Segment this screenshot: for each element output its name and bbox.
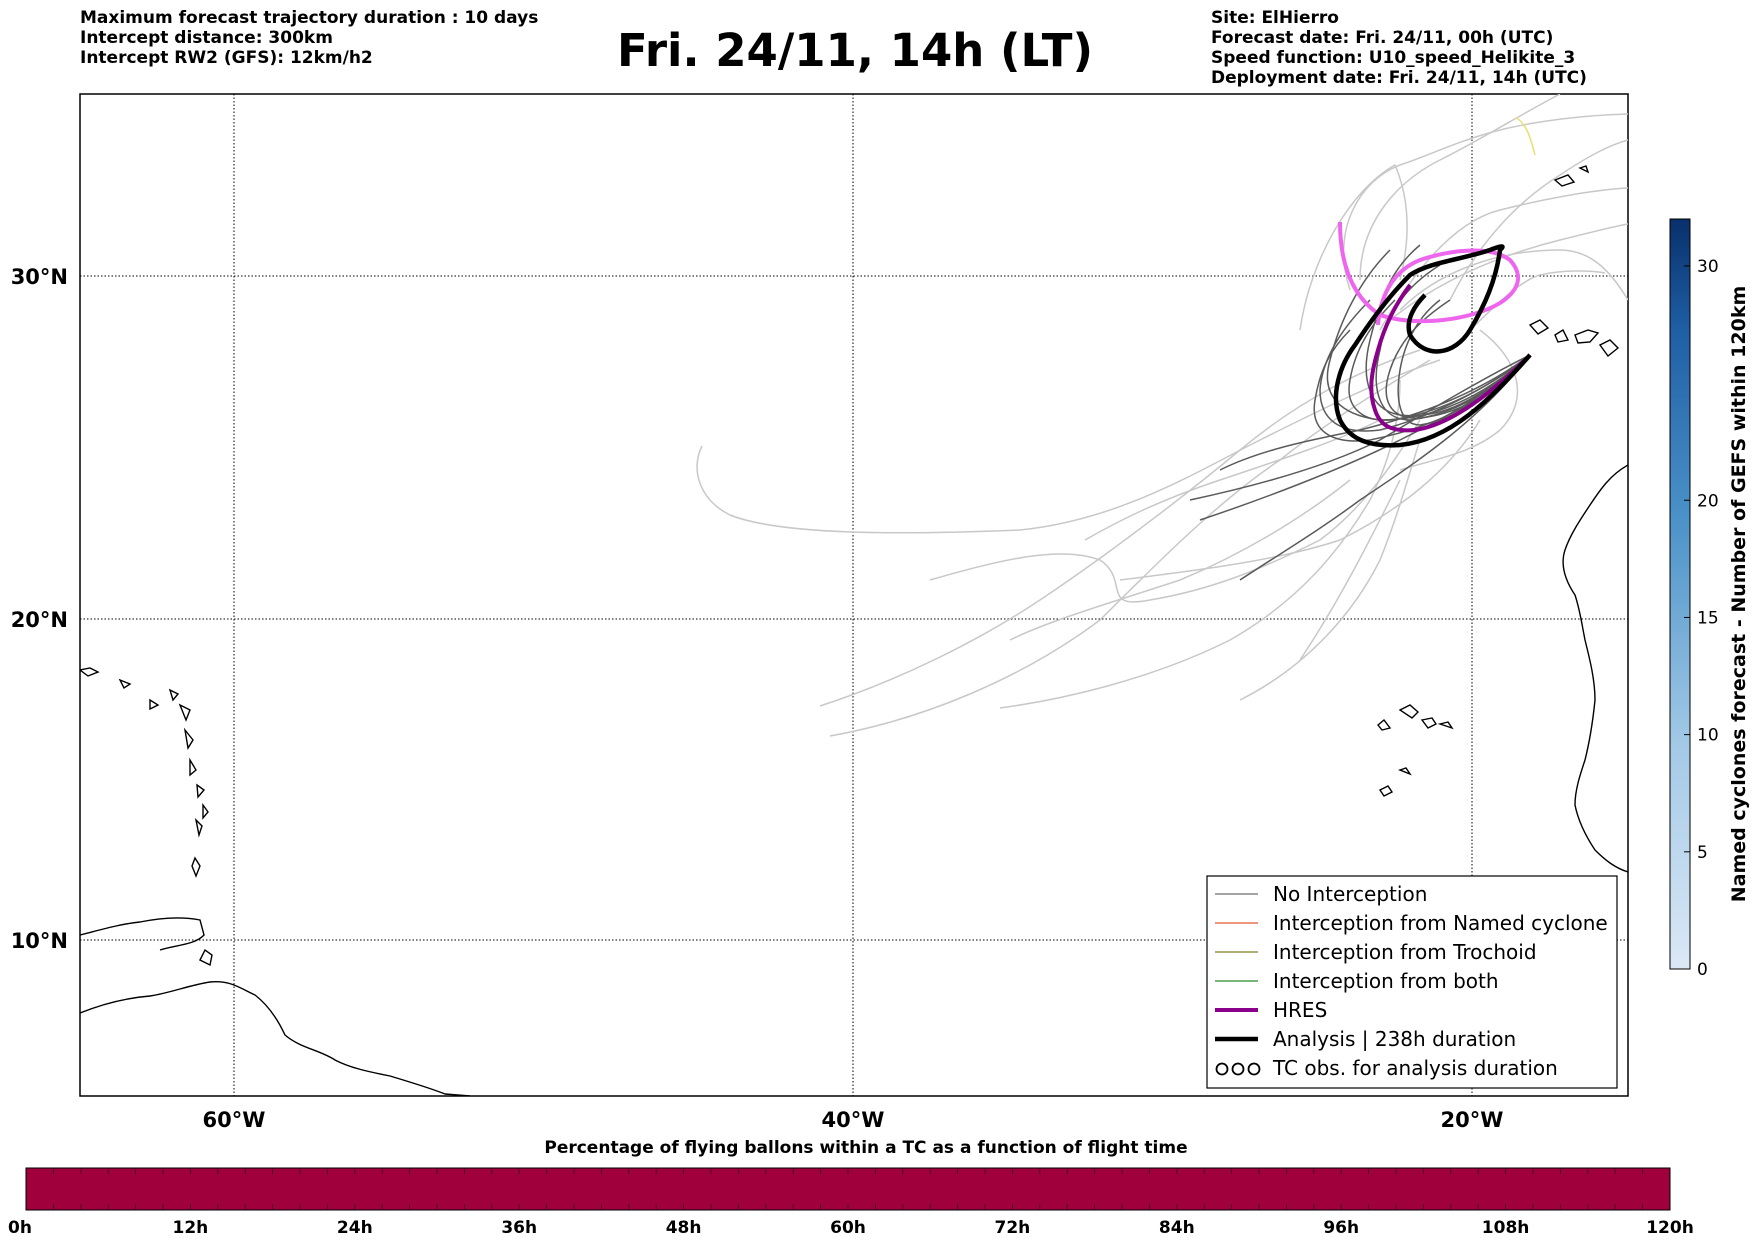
intercept-rw2-text: Intercept RW2 (GFS): 12km/h2 <box>80 48 373 68</box>
coastline-puerto-rico <box>80 667 160 711</box>
track-dark-12 <box>1348 299 1531 421</box>
lon-label-20w: 20°W <box>1441 1108 1504 1132</box>
coastlines <box>80 165 1628 1096</box>
legend-label-6: TC obs. for analysis duration <box>1272 1056 1558 1080</box>
lat-label-20n: 20°N <box>11 608 68 632</box>
right-cb-tick-label: 5 <box>1697 843 1708 863</box>
tc-obs-symbol-icon <box>1215 1062 1229 1076</box>
coastline-venezuela <box>80 917 205 951</box>
track-dark-4 <box>1219 354 1531 471</box>
bottom-cb-tick-label: 72h <box>995 1218 1031 1238</box>
legend-items: No Interception Interception from Named c… <box>1215 882 1608 1080</box>
bottom-colorbar-label: Percentage of flying ballons within a TC… <box>544 1138 1187 1158</box>
track-light-17 <box>1299 479 1401 661</box>
deployment-date-text: Deployment date: Fri. 24/11, 14h (UTC) <box>1211 68 1587 88</box>
site-text: Site: ElHierro <box>1211 8 1339 28</box>
legend-label-2: Interception from Trochoid <box>1273 940 1537 964</box>
coastline-north-africa <box>1562 464 1628 873</box>
bottom-cb-tick-label: 96h <box>1323 1218 1359 1238</box>
legend-label-1: Interception from Named cyclone <box>1273 911 1608 935</box>
right-colorbar: 0 5 10 15 20 30 Named cyclones forecast - Num… <box>1669 218 1750 980</box>
right-colorbar-ticks: 0 5 10 15 20 30 <box>1684 257 1719 980</box>
coastline-lesser-antilles <box>168 688 209 878</box>
right-cb-tick-label: 0 <box>1697 960 1708 980</box>
lat-label-10n: 10°N <box>11 929 68 953</box>
bottom-cb-tick-label: 36h <box>501 1218 537 1238</box>
longitude-labels: 60°W 40°W 20°W <box>203 1108 1504 1132</box>
bottom-cb-tick-label: 108h <box>1482 1218 1530 1238</box>
legend-label-5: Analysis | 238h duration <box>1273 1027 1516 1051</box>
track-light-10 <box>1379 187 1628 331</box>
bottom-cb-tick-label: 24h <box>337 1218 373 1238</box>
coastline-cape-verde <box>1377 704 1454 797</box>
track-dark-10 <box>1313 329 1531 442</box>
right-cb-tick-label: 15 <box>1697 608 1719 628</box>
legend: No Interception Interception from Named c… <box>1206 875 1618 1089</box>
track-light-11 <box>1399 249 1628 311</box>
track-light-9 <box>1359 94 1561 281</box>
bottom-cb-tick-label: 120h <box>1646 1218 1694 1238</box>
trajectory-duration-text: Maximum forecast trajectory duration : 1… <box>80 8 539 28</box>
legend-label-4: HRES <box>1273 998 1327 1022</box>
hres-track <box>1369 283 1532 433</box>
track-light-18 <box>1009 479 1351 641</box>
track-light-12 <box>1389 223 1628 321</box>
track-light-7 <box>1119 419 1481 581</box>
ensemble-tracks-light <box>696 94 1628 737</box>
legend-label-3: Interception from both <box>1273 969 1499 993</box>
bottom-cb-tick-label: 48h <box>666 1218 702 1238</box>
bottom-colorbar: Percentage of flying ballons within a TC… <box>8 1138 1694 1238</box>
tc-obs-symbol-icon <box>1247 1062 1261 1076</box>
bottom-cb-tick-label: 84h <box>1159 1218 1195 1238</box>
coastline-canary-islands <box>1528 319 1620 358</box>
track-light-6 <box>1239 439 1421 701</box>
track-light-15 <box>1449 270 1606 351</box>
forecast-date-text: Forecast date: Fri. 24/11, 00h (UTC) <box>1211 28 1554 48</box>
latitude-labels: 30°N 20°N 10°N <box>11 265 68 953</box>
track-light-16 <box>1084 419 1381 541</box>
header-right-info: Site: ElHierro Forecast date: Fri. 24/11… <box>1211 8 1587 88</box>
tc-obs-symbol-icon <box>1231 1062 1245 1076</box>
track-light-3 <box>829 359 1431 737</box>
track-dark-1 <box>1189 354 1531 501</box>
bottom-colorbar-fill <box>25 1167 1671 1211</box>
bottom-cb-tick-label: 60h <box>830 1218 866 1238</box>
track-light-2 <box>819 349 1421 707</box>
coastline-trinidad <box>199 948 213 967</box>
main-title: Fri. 24/11, 14h (LT) <box>616 24 1094 77</box>
right-cb-tick-label: 30 <box>1697 257 1719 277</box>
track-light-1 <box>696 359 1441 534</box>
map-content <box>80 94 1628 1096</box>
coastline-south-america <box>80 980 471 1096</box>
legend-label-0: No Interception <box>1273 882 1427 906</box>
right-cb-tick-label: 10 <box>1697 726 1719 746</box>
coastline-madeira <box>1553 165 1590 187</box>
track-light-13 <box>1449 139 1628 301</box>
track-light-4 <box>929 419 1421 603</box>
bottom-cb-tick-label: 12h <box>173 1218 209 1238</box>
intercept-distance-text: Intercept distance: 300km <box>80 28 333 48</box>
track-light-19 <box>1399 329 1519 471</box>
track-dark-3 <box>1239 354 1531 581</box>
right-cb-tick-label: 20 <box>1697 491 1719 511</box>
track-yellow <box>1515 117 1536 156</box>
legend-box <box>1206 875 1618 1089</box>
right-colorbar-label: Named cyclones forecast - Number of GEFS… <box>1728 286 1750 903</box>
right-colorbar-fill <box>1669 218 1691 970</box>
lon-label-60w: 60°W <box>203 1108 266 1132</box>
track-light-5 <box>999 379 1401 709</box>
speed-function-text: Speed function: U10_speed_Helikite_3 <box>1211 48 1576 68</box>
bottom-cb-tick-label: 0h <box>8 1218 32 1238</box>
lon-label-40w: 40°W <box>822 1108 885 1132</box>
lat-label-30n: 30°N <box>11 265 68 289</box>
bottom-colorbar-ticks: 0h 12h 24h 36h 48h 60h 72h 84h 96h 108h 120h <box>8 1168 1694 1238</box>
track-dark-5 <box>1326 249 1531 421</box>
hres-track-light <box>1338 221 1521 326</box>
analysis-track <box>1333 244 1532 448</box>
header-left-info: Maximum forecast trajectory duration : 1… <box>80 8 538 68</box>
grid-lines <box>80 94 1628 1096</box>
track-light-8 <box>1342 113 1628 291</box>
track-light-14 <box>1299 163 1408 331</box>
